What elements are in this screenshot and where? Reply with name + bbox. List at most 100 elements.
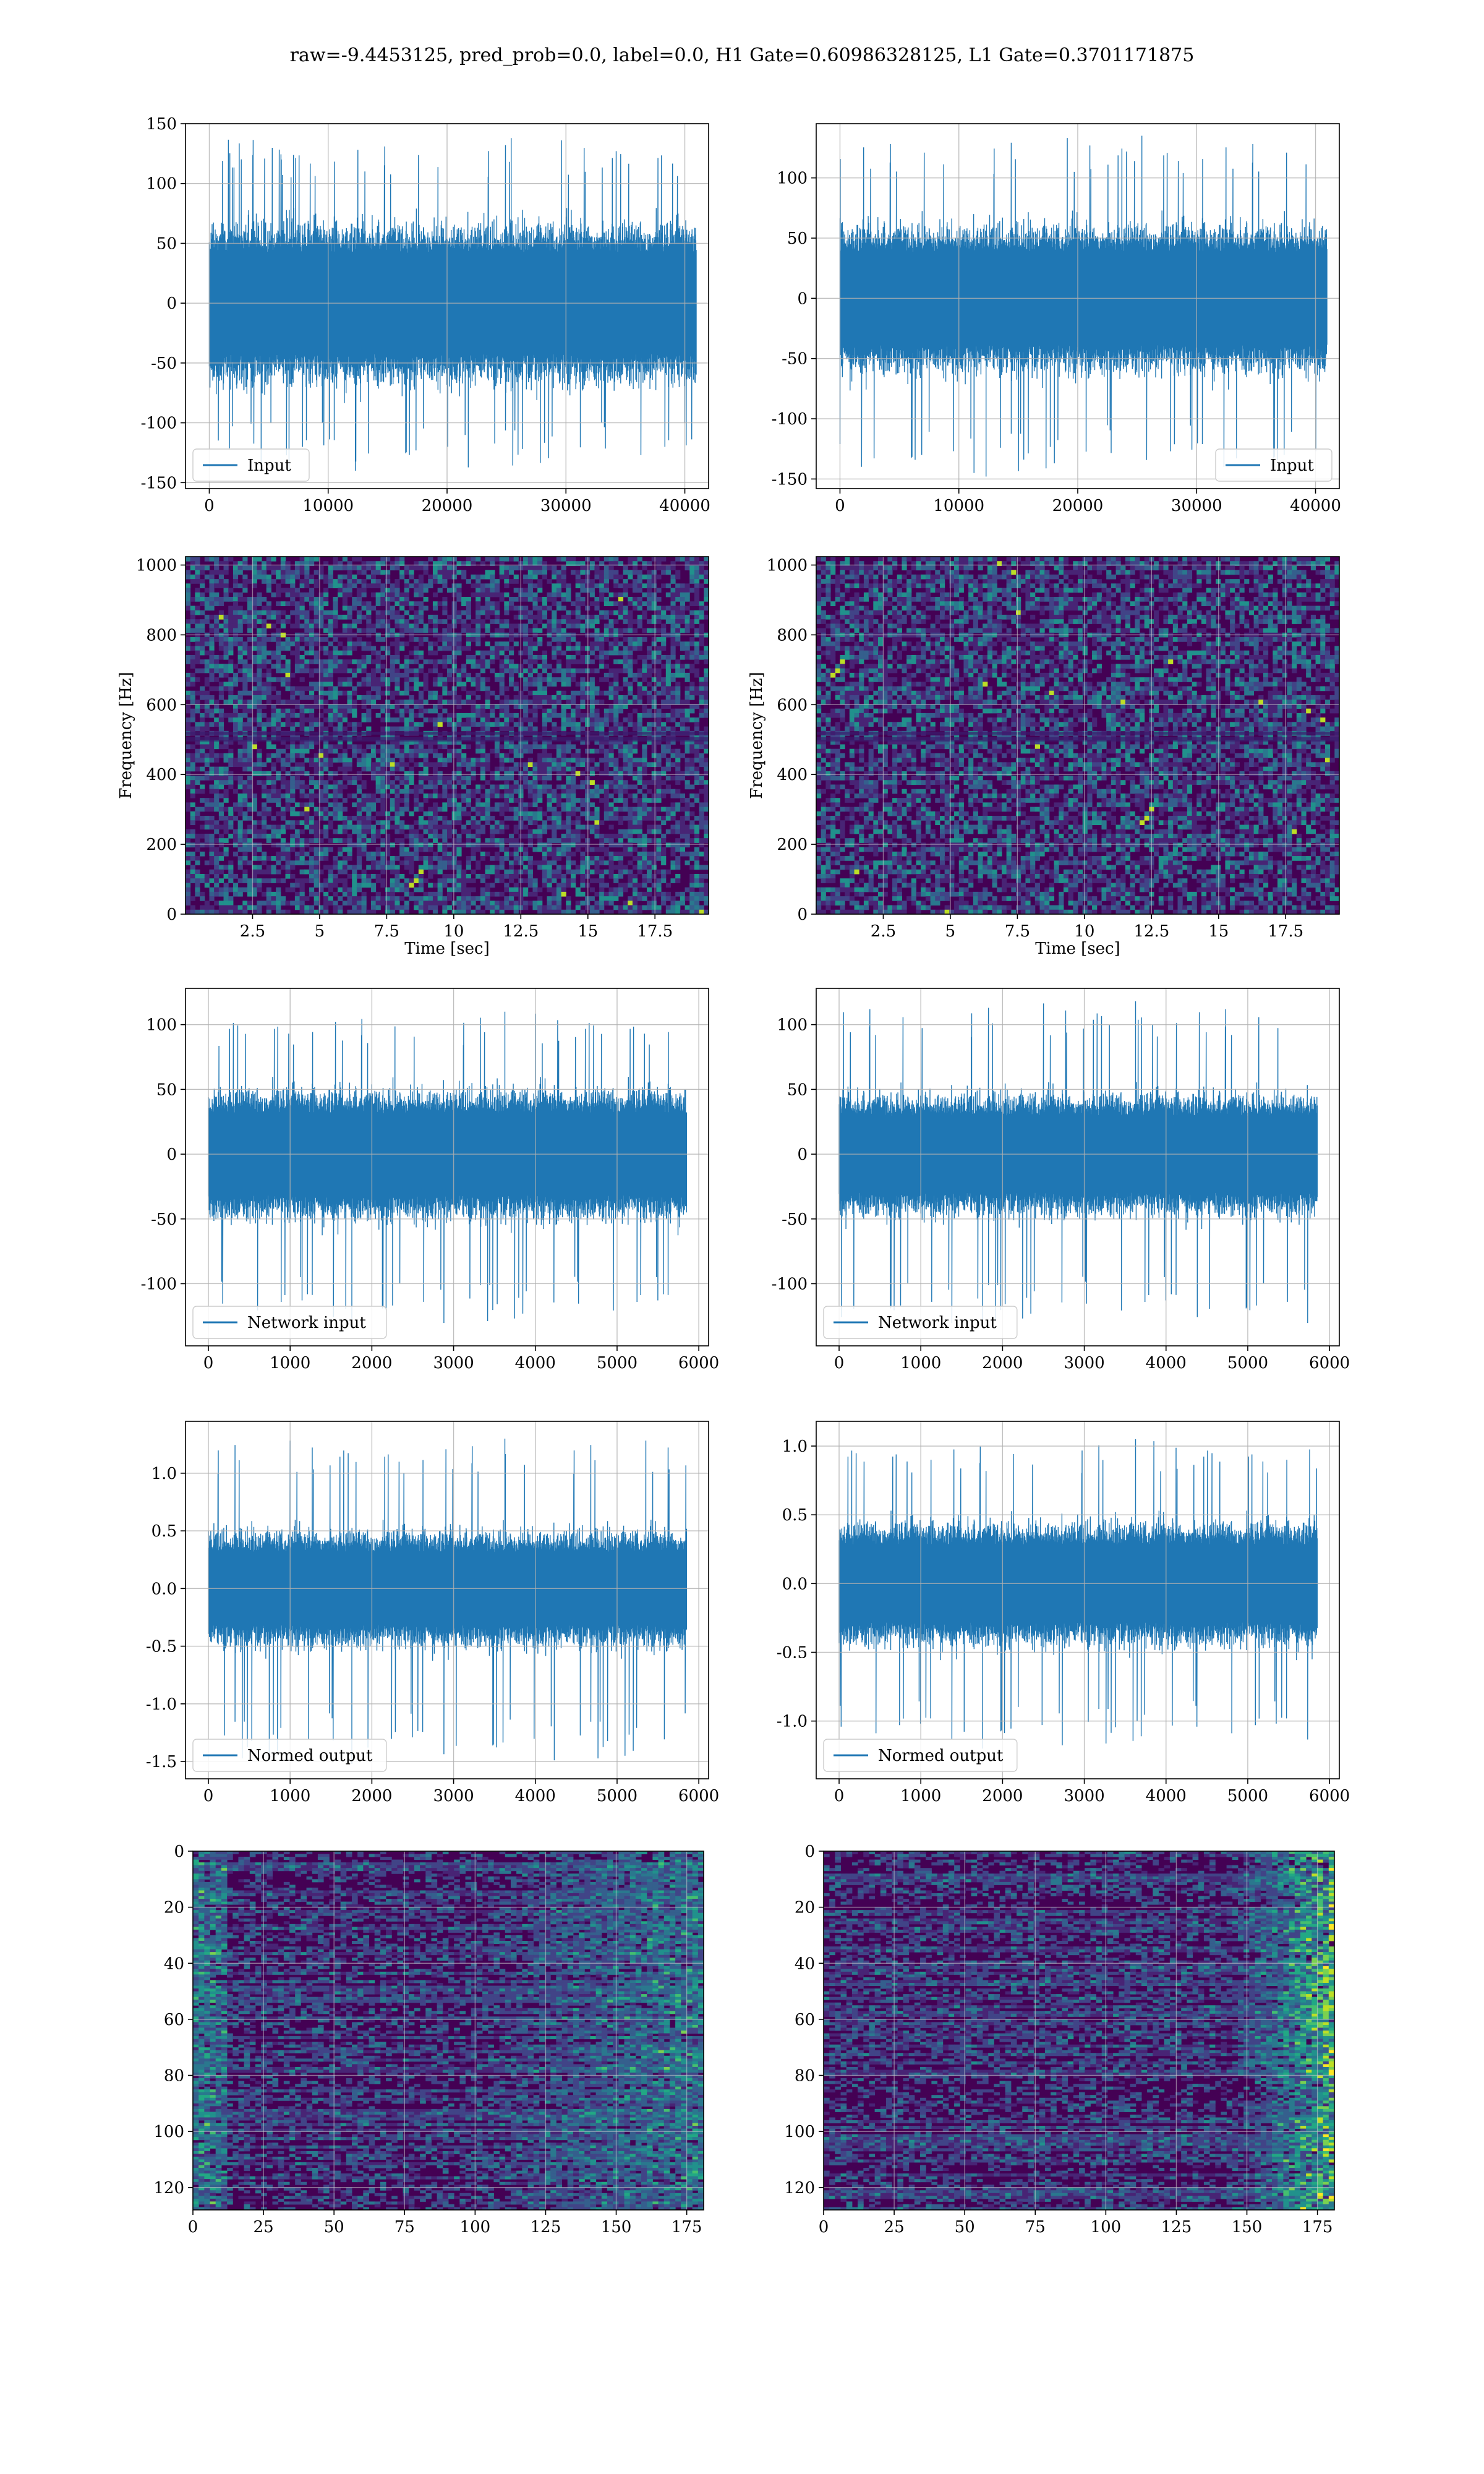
heatmap-cell [276,896,281,901]
heatmap-cell [214,869,220,875]
heatmap-cell [523,588,529,593]
heatmap-cell [252,726,257,732]
heatmap-cell [223,664,229,669]
heatmap-cell [352,686,357,691]
heatmap-cell [309,717,315,722]
heatmap-cell [423,905,429,910]
heatmap-cell [366,708,372,714]
heatmap-cell [223,557,229,562]
heatmap-cell [204,771,210,776]
heatmap-cell [290,641,296,646]
heatmap-cell [594,574,600,580]
heatmap-cell [613,722,619,727]
heatmap-cell [262,574,267,580]
heatmap-cell [547,802,552,808]
heatmap-cell [504,780,510,785]
heatmap-cell [204,722,210,727]
heatmap-cell [461,722,467,727]
heatmap-cell [285,668,291,674]
heatmap-cell [428,717,433,722]
heatmap-cell [385,833,391,839]
heatmap-cell [218,708,224,714]
heatmap-cell [566,744,571,750]
heatmap-cell [223,824,229,830]
heatmap-cell [423,561,429,566]
heatmap-cell [466,758,471,763]
heatmap-cell [285,909,291,914]
heatmap-cell [494,740,500,745]
heatmap-cell [414,856,419,861]
heatmap-cell [313,583,319,589]
heatmap-cell [618,695,624,700]
heatmap-cell [409,628,414,633]
heatmap-cell [285,677,291,682]
heatmap-cell [594,686,600,691]
heatmap-cell [442,597,448,602]
heatmap-cell [475,628,481,633]
heatmap-cell [428,744,433,750]
heatmap-cell [380,838,386,843]
heatmap-cell [499,807,505,812]
heatmap-cell [613,784,619,790]
heatmap-cell [399,838,405,843]
heatmap-cell [475,623,481,629]
heatmap-cell [428,619,433,624]
heatmap-cell [552,807,557,812]
heatmap-cell [437,824,443,830]
heatmap-cell [475,686,481,691]
heatmap-cell [333,623,338,629]
heatmap-cell [575,865,581,870]
heatmap-cell [186,646,191,651]
heatmap-cell [313,686,319,691]
heatmap-cell [338,588,343,593]
heatmap-cell [195,654,200,660]
heatmap-cell [404,610,409,615]
heatmap-cell [294,641,301,646]
heatmap-cell [404,865,409,870]
heatmap-cell [542,856,548,861]
heatmap-cell [475,873,481,879]
heatmap-cell [218,878,224,883]
heatmap-cell [461,664,467,669]
heatmap-cell [527,682,533,687]
heatmap-cell [485,574,490,580]
heatmap-cell [471,619,476,624]
heatmap-cell [561,606,566,611]
heatmap-cell [603,574,609,580]
heatmap-cell [209,606,215,611]
heatmap-cell [237,784,243,790]
heatmap-cell [575,610,581,615]
heatmap-cell [570,776,576,781]
heatmap-cell [352,824,357,830]
heatmap-cell [461,829,467,834]
heatmap-cell [504,570,510,575]
heatmap-cell [542,789,548,794]
heatmap-cell [432,753,438,758]
heatmap-cell [508,597,514,602]
heatmap-cell [271,878,276,883]
heatmap-cell [608,784,614,790]
heatmap-cell [228,865,234,870]
heatmap-cell [266,865,271,870]
heatmap-cell [218,570,224,575]
heatmap-cell [566,896,571,901]
heatmap-cell [566,592,571,597]
heatmap-cell [490,789,495,794]
heatmap-cell [532,570,538,575]
heatmap-cell [370,793,377,798]
heatmap-cell [257,713,262,718]
heatmap-cell [247,780,253,785]
heatmap-cell [613,579,619,584]
heatmap-cell [490,842,495,848]
heatmap-cell [618,905,624,910]
heatmap-cell [318,623,324,629]
heatmap-cell [513,748,519,754]
heatmap-cell [209,641,215,646]
heatmap-cell [218,901,224,906]
heatmap-cell [214,704,220,709]
heatmap-cell [276,824,281,830]
heatmap-cell [494,909,500,914]
heatmap-cell [504,776,510,781]
heatmap-cell [428,860,433,866]
heatmap-cell [385,686,391,691]
